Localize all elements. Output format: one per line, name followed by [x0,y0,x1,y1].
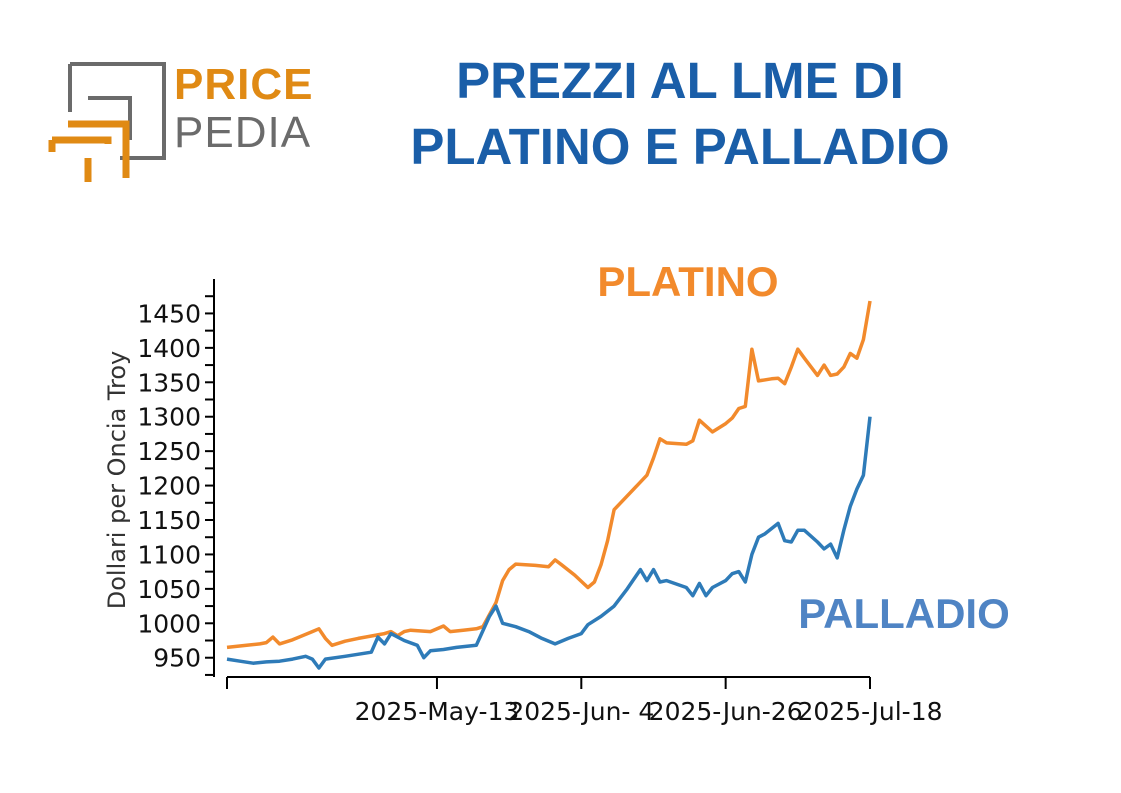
y-tick-label: 1150 [137,506,201,535]
series-line-palladio [226,416,872,670]
title-line-2: PLATINO E PALLADIO [410,118,950,175]
y-tick-label: 950 [153,644,201,673]
logo-text-price: PRICE [174,60,314,109]
series-line-platino [226,300,872,650]
y-tick-label: 1350 [137,368,201,397]
y-tick-label: 1450 [137,299,201,328]
logo-mark-icon [48,62,166,182]
logo-text-pedia: PEDIA [174,108,312,157]
y-tick-label: 1250 [137,437,201,466]
series-lines [226,300,872,670]
y-tick-label: 1400 [137,334,201,363]
y-tick-label: 1100 [137,540,201,569]
pricepedia-logo: PRICE PEDIA [48,58,318,188]
x-tick-label: 2025-May-13 [355,697,520,726]
series-label-platino: PLATINO [597,258,778,305]
y-axis-title: Dollari per Oncia Troy [103,351,131,610]
x-tick-label: 2025-Jun- 4 [508,697,654,726]
page-title: PREZZI AL LME DI PLATINO E PALLADIO [360,48,1000,180]
y-axis: 950 1000 1050 1100 1150 1200 1250 1300 1350 1400 1… [137,279,215,677]
y-tick-label: 1200 [137,472,201,501]
y-tick-label: 1000 [137,609,201,638]
x-tick-label: 2025-Jul-18 [797,697,942,726]
y-tick-label: 1050 [137,575,201,604]
title-line-1: PREZZI AL LME DI [456,52,904,109]
x-tick-label: 2025-Jun-26 [649,697,803,726]
y-tick-label: 1300 [137,403,201,432]
series-label-palladio: PALLADIO [798,590,1010,637]
